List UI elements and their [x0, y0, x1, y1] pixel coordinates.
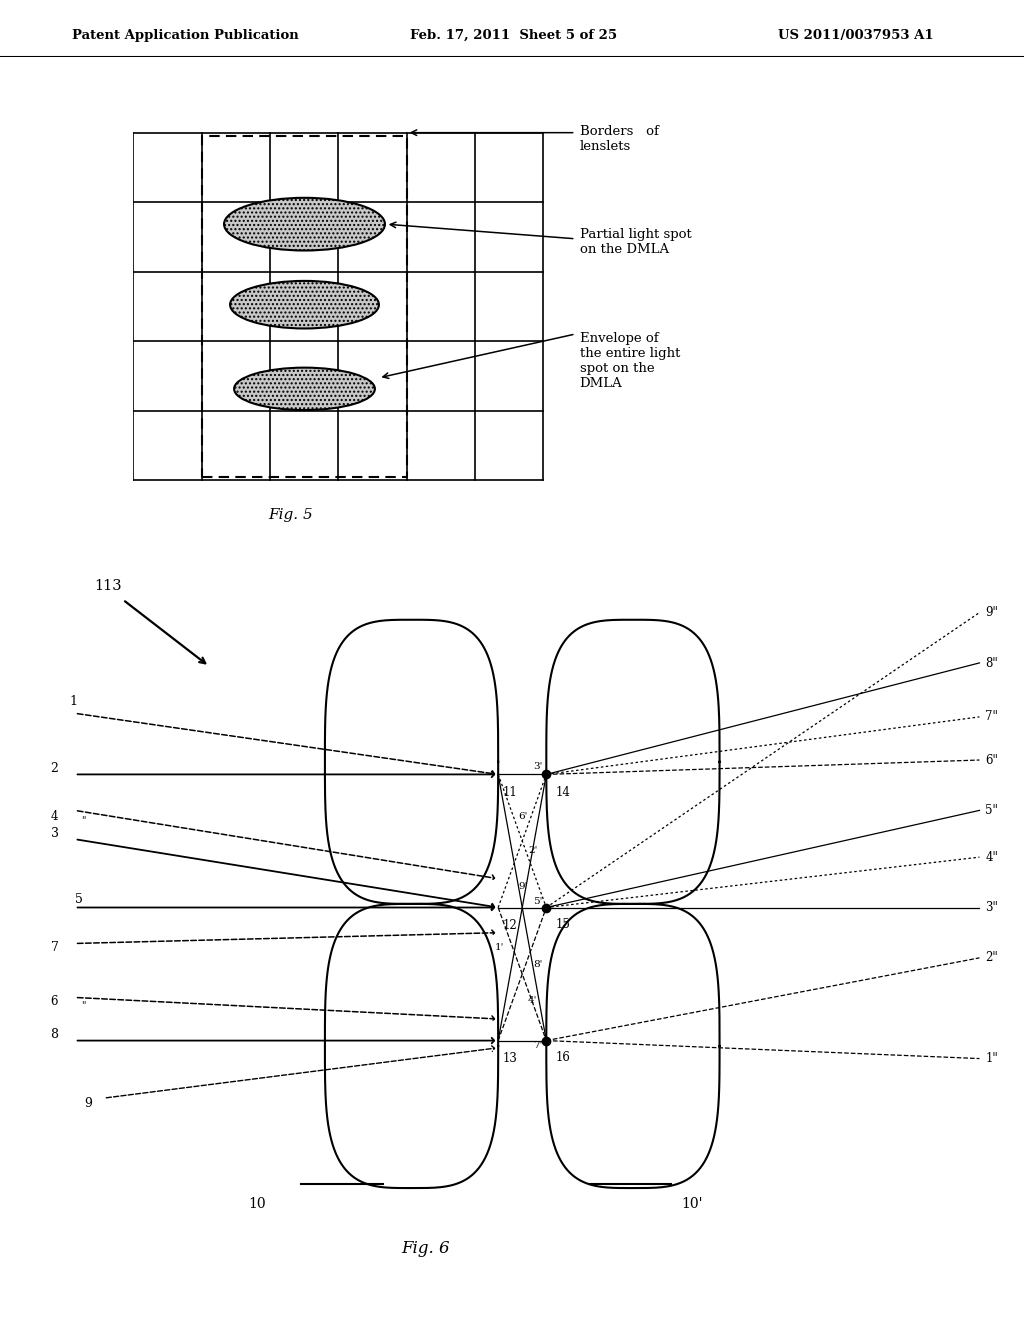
Ellipse shape	[224, 198, 385, 251]
Text: 7: 7	[50, 941, 58, 953]
Text: 4: 4	[50, 809, 58, 822]
Ellipse shape	[234, 368, 375, 411]
Text: 3': 3'	[532, 762, 542, 771]
Text: 10': 10'	[681, 1197, 702, 1212]
Text: 8': 8'	[532, 960, 542, 969]
Text: 8": 8"	[985, 656, 998, 669]
Text: 8: 8	[50, 1028, 58, 1041]
Text: 15: 15	[556, 917, 570, 931]
Text: 7': 7'	[532, 1040, 542, 1049]
Text: Envelope of
the entire light
spot on the
DMLA: Envelope of the entire light spot on the…	[580, 333, 680, 391]
Text: ": "	[81, 1001, 86, 1010]
Text: ": "	[81, 816, 86, 825]
Text: 9: 9	[84, 1097, 92, 1110]
Ellipse shape	[230, 281, 379, 329]
Text: 5": 5"	[985, 804, 998, 817]
Text: 11: 11	[503, 785, 518, 799]
Text: Borders   of
lenslets: Borders of lenslets	[580, 125, 658, 153]
Text: 6: 6	[50, 994, 58, 1007]
Text: 9": 9"	[985, 606, 998, 619]
Text: 6": 6"	[985, 754, 998, 767]
Text: 3: 3	[50, 828, 58, 840]
Text: 12: 12	[503, 919, 518, 932]
Text: 4": 4"	[985, 850, 998, 863]
Text: Fig. 6: Fig. 6	[401, 1239, 451, 1257]
Text: 1': 1'	[495, 944, 504, 952]
Text: 6': 6'	[518, 812, 527, 821]
Text: 5: 5	[75, 894, 83, 907]
Text: 7": 7"	[985, 710, 998, 723]
Text: Feb. 17, 2011  Sheet 5 of 25: Feb. 17, 2011 Sheet 5 of 25	[410, 29, 616, 42]
Text: 10: 10	[248, 1197, 265, 1212]
Text: 9': 9'	[518, 882, 527, 891]
Text: 16: 16	[556, 1051, 570, 1064]
Text: Partial light spot
on the DMLA: Partial light spot on the DMLA	[580, 228, 691, 256]
Text: Fig. 5: Fig. 5	[268, 508, 313, 521]
Text: 13: 13	[503, 1052, 518, 1065]
Text: 4': 4'	[528, 997, 538, 1005]
Text: 3": 3"	[985, 902, 998, 913]
Text: US 2011/0037953 A1: US 2011/0037953 A1	[778, 29, 934, 42]
Text: 113: 113	[94, 578, 122, 593]
Text: 1: 1	[70, 694, 78, 708]
Text: 2: 2	[50, 762, 58, 775]
Text: 2": 2"	[985, 952, 998, 965]
Text: 14: 14	[556, 785, 570, 799]
Text: Patent Application Publication: Patent Application Publication	[72, 29, 298, 42]
Text: 5': 5'	[532, 896, 542, 906]
Text: 2': 2'	[528, 846, 538, 854]
Text: 1": 1"	[985, 1052, 998, 1065]
